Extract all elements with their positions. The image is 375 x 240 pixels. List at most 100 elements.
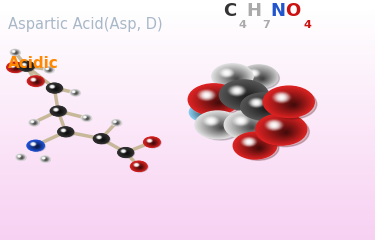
Circle shape xyxy=(12,51,18,54)
Circle shape xyxy=(54,108,64,114)
Circle shape xyxy=(211,98,224,106)
Circle shape xyxy=(27,66,28,67)
Circle shape xyxy=(55,109,57,110)
Circle shape xyxy=(13,51,18,54)
Circle shape xyxy=(228,85,246,96)
Circle shape xyxy=(277,127,292,136)
Circle shape xyxy=(245,139,253,144)
Circle shape xyxy=(22,64,31,69)
Circle shape xyxy=(63,130,70,135)
Circle shape xyxy=(40,156,50,162)
Circle shape xyxy=(44,158,48,161)
Circle shape xyxy=(30,120,39,126)
Circle shape xyxy=(248,98,265,108)
Circle shape xyxy=(99,137,105,141)
Circle shape xyxy=(222,70,232,76)
Circle shape xyxy=(251,127,253,128)
Circle shape xyxy=(102,139,104,140)
Circle shape xyxy=(248,141,267,153)
Circle shape xyxy=(7,62,23,72)
Circle shape xyxy=(152,142,155,144)
Circle shape xyxy=(31,121,38,125)
Circle shape xyxy=(191,86,237,114)
Circle shape xyxy=(135,164,144,169)
Circle shape xyxy=(82,115,91,121)
Circle shape xyxy=(230,86,261,106)
Circle shape xyxy=(249,71,258,76)
Circle shape xyxy=(16,155,25,160)
Circle shape xyxy=(218,68,249,87)
Circle shape xyxy=(22,63,32,70)
Circle shape xyxy=(58,111,61,113)
Circle shape xyxy=(29,77,45,87)
Circle shape xyxy=(249,126,254,129)
Circle shape xyxy=(122,150,131,156)
Circle shape xyxy=(29,77,42,85)
Circle shape xyxy=(241,93,284,120)
Circle shape xyxy=(83,116,90,120)
Circle shape xyxy=(236,134,275,158)
Circle shape xyxy=(198,90,215,100)
Circle shape xyxy=(238,119,261,133)
Circle shape xyxy=(21,63,33,70)
Circle shape xyxy=(52,86,59,91)
Circle shape xyxy=(82,116,90,120)
Circle shape xyxy=(33,144,40,149)
Circle shape xyxy=(198,108,213,118)
Circle shape xyxy=(135,164,144,169)
Circle shape xyxy=(73,91,74,92)
Circle shape xyxy=(112,120,120,125)
Circle shape xyxy=(83,116,87,118)
Circle shape xyxy=(73,91,75,92)
Circle shape xyxy=(62,129,65,131)
Circle shape xyxy=(22,64,26,66)
Circle shape xyxy=(148,139,152,142)
Circle shape xyxy=(18,155,24,159)
Circle shape xyxy=(251,72,256,75)
Circle shape xyxy=(248,70,259,77)
Circle shape xyxy=(32,79,35,81)
Circle shape xyxy=(256,103,274,113)
Circle shape xyxy=(201,91,231,110)
Circle shape xyxy=(265,87,313,117)
Circle shape xyxy=(257,147,261,149)
Circle shape xyxy=(11,65,20,71)
Circle shape xyxy=(268,121,280,129)
Circle shape xyxy=(250,99,278,116)
Circle shape xyxy=(270,122,298,139)
Circle shape xyxy=(277,95,305,112)
Circle shape xyxy=(98,137,100,138)
Circle shape xyxy=(45,67,53,72)
Circle shape xyxy=(195,111,240,139)
Circle shape xyxy=(263,86,314,117)
Circle shape xyxy=(56,110,62,114)
Circle shape xyxy=(24,65,30,69)
Circle shape xyxy=(52,107,67,116)
Circle shape xyxy=(244,68,274,86)
Circle shape xyxy=(56,110,62,113)
Circle shape xyxy=(98,136,100,138)
Circle shape xyxy=(24,65,31,69)
Circle shape xyxy=(243,94,252,100)
Circle shape xyxy=(199,90,232,111)
Circle shape xyxy=(74,92,77,94)
Circle shape xyxy=(87,118,88,119)
Circle shape xyxy=(12,50,19,54)
Circle shape xyxy=(28,141,43,150)
Circle shape xyxy=(85,117,88,119)
Circle shape xyxy=(53,108,64,115)
Circle shape xyxy=(288,101,298,108)
Circle shape xyxy=(266,108,268,110)
Circle shape xyxy=(121,150,126,153)
Circle shape xyxy=(252,100,261,105)
Circle shape xyxy=(279,128,291,136)
Circle shape xyxy=(83,116,87,118)
Circle shape xyxy=(249,142,266,152)
Circle shape xyxy=(61,129,71,135)
Text: 4: 4 xyxy=(239,20,247,30)
Circle shape xyxy=(58,127,74,137)
Circle shape xyxy=(21,63,27,66)
Circle shape xyxy=(122,150,125,152)
Circle shape xyxy=(245,139,269,154)
Circle shape xyxy=(29,142,43,150)
